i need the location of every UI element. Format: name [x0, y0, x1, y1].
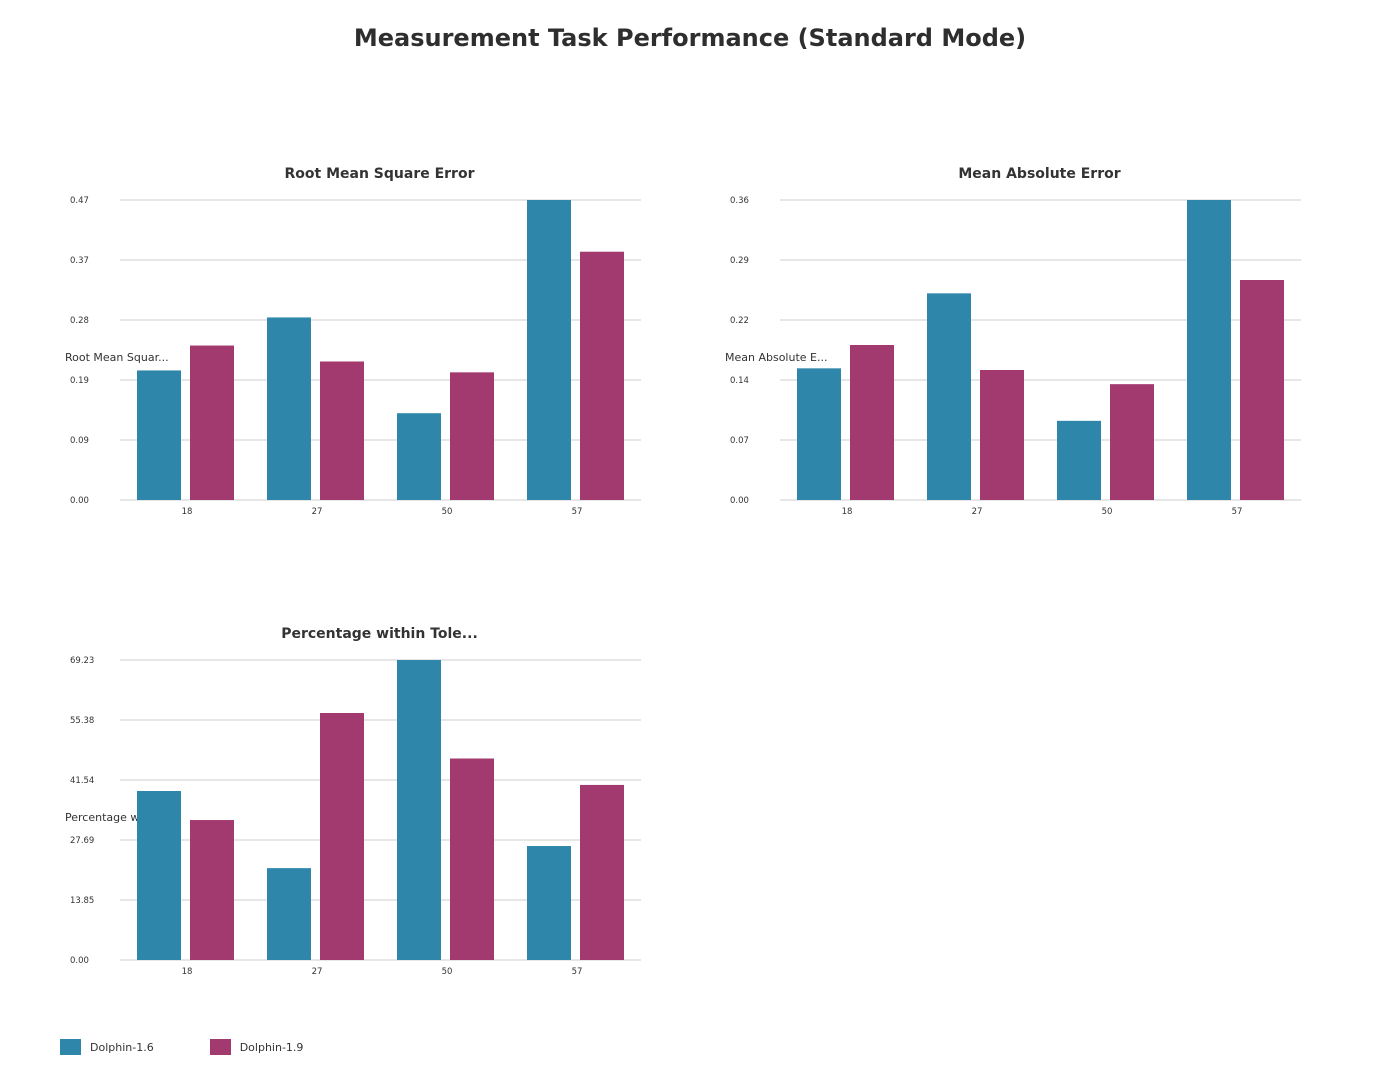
x-tick-label: 57: [572, 507, 583, 517]
bar-dolphin-1-6-18: [137, 790, 181, 960]
bar-dolphin-1-6-57: [527, 200, 571, 500]
x-tick-label: 50: [1102, 507, 1113, 517]
bar-dolphin-1-6-50: [397, 413, 441, 500]
bar-dolphin-1-9-50: [1110, 384, 1154, 500]
y-tick-label: 13.85: [70, 896, 94, 906]
bar-dolphin-1-9-50: [450, 372, 494, 500]
y-axis-label: Root Mean Squar...: [65, 351, 169, 364]
y-tick-label: 0.47: [70, 196, 89, 206]
bar-dolphin-1-9-18: [190, 820, 234, 960]
x-tick-label: 50: [442, 967, 453, 977]
legend-swatch: [60, 1039, 81, 1055]
bar-dolphin-1-9-57: [580, 784, 624, 960]
y-tick-label: 0.00: [730, 496, 749, 506]
bar-dolphin-1-9-50: [450, 758, 494, 960]
y-tick-label: 0.37: [70, 256, 89, 266]
y-tick-label: 0.00: [70, 956, 89, 966]
x-tick-label: 57: [572, 967, 583, 977]
y-tick-label: 0.19: [70, 376, 89, 386]
mae-chart: Mean Absolute Error 0.00 0.07 0.14 0.22 0.29 0…: [725, 166, 1301, 517]
page-title: Measurement Task Performance (Standard M…: [353, 24, 1027, 52]
bar-dolphin-1-6-50: [1057, 420, 1101, 500]
x-tick-label: 27: [312, 507, 323, 517]
bar-dolphin-1-9-18: [850, 345, 894, 500]
bar-dolphin-1-6-18: [137, 370, 181, 500]
y-tick-label: 0.00: [70, 496, 89, 506]
x-tick-label: 27: [972, 507, 983, 517]
y-tick-label: 0.29: [730, 256, 749, 266]
tolerance-chart: Percentage within Tole... 0.00 13.85 27.69 4…: [65, 626, 641, 977]
bar-dolphin-1-6-27: [267, 868, 311, 960]
legend-swatch: [209, 1039, 231, 1055]
y-tick-label: 0.28: [70, 316, 89, 326]
bar-dolphin-1-6-57: [1187, 200, 1231, 500]
rmse-chart: Root Mean Square Error 0.00 0.09 0.19 0.28 0.…: [65, 166, 641, 517]
x-tick-label: 50: [442, 507, 453, 517]
y-tick-label: 0.36: [730, 196, 749, 206]
legend-item-dolphin-1-6: Dolphin-1.6: [60, 1039, 154, 1055]
x-tick-label: 57: [1232, 507, 1243, 517]
x-tick-label: 18: [182, 967, 193, 977]
bar-dolphin-1-6-57: [527, 846, 571, 960]
chart-title: Mean Absolute Error: [958, 166, 1120, 182]
bar-dolphin-1-6-27: [927, 293, 971, 500]
bar-dolphin-1-6-18: [797, 368, 841, 500]
legend-label: Dolphin-1.9: [239, 1040, 304, 1054]
bar-dolphin-1-9-57: [580, 251, 624, 500]
y-tick-label: 41.54: [70, 776, 94, 786]
y-tick-label: 55.38: [70, 716, 94, 726]
legend-item-dolphin-1-9: Dolphin-1.9: [209, 1039, 304, 1055]
y-tick-label: 27.69: [70, 836, 94, 846]
chart-title: Percentage within Tole...: [281, 626, 478, 642]
bar-dolphin-1-6-50: [397, 660, 441, 960]
legend: Dolphin-1.6 Dolphin-1.9: [60, 1039, 359, 1055]
chart-title: Root Mean Square Error: [285, 166, 475, 182]
x-tick-label: 18: [842, 507, 853, 517]
x-tick-label: 18: [182, 507, 193, 517]
legend-label: Dolphin-1.6: [90, 1040, 154, 1054]
bar-dolphin-1-9-57: [1240, 280, 1284, 500]
y-tick-label: 69.23: [70, 656, 94, 666]
y-tick-label: 0.07: [730, 436, 749, 446]
y-axis-label: Mean Absolute E...: [725, 351, 827, 364]
bar-dolphin-1-6-27: [267, 317, 311, 500]
bar-dolphin-1-9-18: [190, 345, 234, 500]
y-tick-label: 0.14: [730, 376, 749, 386]
bar-dolphin-1-9-27: [320, 712, 364, 960]
y-tick-label: 0.09: [70, 436, 89, 446]
bar-dolphin-1-9-27: [980, 370, 1024, 500]
y-tick-label: 0.22: [730, 316, 749, 326]
x-tick-label: 27: [312, 967, 323, 977]
bar-dolphin-1-9-27: [320, 361, 364, 500]
